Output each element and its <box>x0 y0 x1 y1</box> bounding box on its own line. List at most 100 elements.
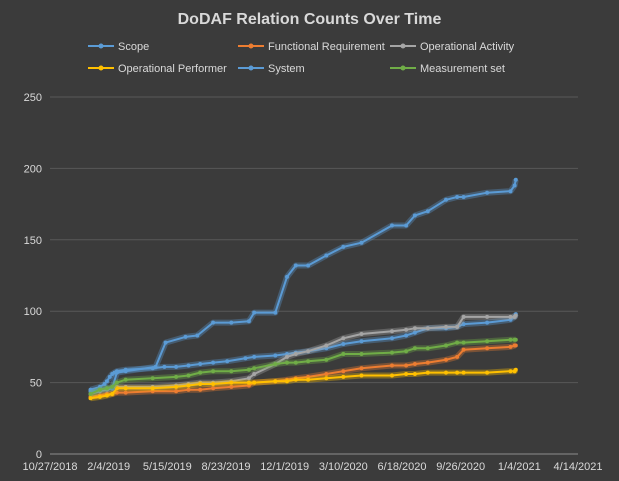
data-point <box>455 195 460 199</box>
data-point <box>252 372 257 376</box>
gridlines <box>50 96 578 384</box>
data-point <box>461 347 466 352</box>
data-point <box>198 370 203 375</box>
data-point <box>88 392 93 396</box>
data-point <box>285 354 289 359</box>
data-point <box>341 369 346 374</box>
x-axis-tick-labels: 10/27/2018 2/4/2019 5/15/2019 8/23/2019 12/1… <box>22 461 602 473</box>
data-point <box>97 394 102 399</box>
legend-label: Functional Requirement <box>268 41 385 53</box>
data-point <box>390 363 394 368</box>
data-point <box>225 359 230 364</box>
data-point <box>390 336 394 341</box>
data-point <box>359 332 364 336</box>
data-point <box>162 364 167 369</box>
data-point <box>123 386 128 391</box>
data-point <box>390 329 394 334</box>
data-point <box>359 352 364 356</box>
data-point <box>485 314 490 319</box>
data-point <box>461 340 466 345</box>
x-tick-label: 9/26/2020 <box>436 461 485 473</box>
legend-label: Measurement set <box>420 63 505 75</box>
data-point <box>485 370 490 375</box>
data-point <box>513 337 518 342</box>
data-point <box>306 359 311 364</box>
data-point <box>412 362 417 366</box>
data-point <box>412 330 417 335</box>
data-point <box>461 314 466 319</box>
series-functional-requirement <box>88 342 518 400</box>
data-point <box>110 392 115 396</box>
legend-label: Operational Activity <box>420 41 515 53</box>
data-point <box>341 244 346 249</box>
data-point <box>444 197 448 202</box>
data-point <box>183 334 188 339</box>
data-point <box>404 223 409 228</box>
data-point <box>107 374 112 379</box>
data-point <box>252 380 257 385</box>
series-layer <box>88 177 519 402</box>
data-point <box>229 384 234 389</box>
data-point <box>513 343 518 348</box>
data-point <box>412 326 417 331</box>
data-point <box>123 390 128 395</box>
data-point <box>508 189 513 194</box>
data-point <box>324 372 329 376</box>
data-point <box>243 356 248 361</box>
data-point <box>110 384 115 389</box>
data-point <box>123 377 128 382</box>
data-point <box>285 352 289 356</box>
data-point <box>97 387 102 392</box>
x-tick-label: 10/27/2018 <box>22 461 77 473</box>
legend-marker <box>400 43 406 49</box>
series-operational-performer <box>88 367 519 402</box>
data-point <box>359 373 364 378</box>
data-point <box>513 313 518 318</box>
x-tick-label: 8/23/2019 <box>202 461 251 473</box>
data-point <box>425 209 430 214</box>
data-point <box>359 366 364 371</box>
x-tick-label: 12/1/2019 <box>260 461 309 473</box>
data-point <box>123 369 128 374</box>
series-scope <box>88 312 519 393</box>
data-point <box>508 369 513 374</box>
legend-label: Scope <box>118 41 149 53</box>
y-tick-label: 250 <box>24 92 42 104</box>
data-point <box>512 183 517 188</box>
data-point <box>114 390 119 395</box>
data-point <box>153 364 158 369</box>
data-point <box>114 380 119 385</box>
data-point <box>104 386 109 391</box>
data-point <box>246 376 251 381</box>
data-point <box>293 377 298 382</box>
data-point <box>306 374 311 379</box>
series-operational-activity <box>88 313 519 397</box>
legend-item-functional-requirement: Functional Requirement <box>238 41 385 53</box>
data-point <box>461 322 466 327</box>
data-point <box>485 190 490 195</box>
legend-item-measurement-set: Measurement set <box>390 63 505 75</box>
data-point <box>186 383 191 388</box>
data-point <box>174 389 179 394</box>
series-measurement-set <box>88 336 518 397</box>
data-point <box>390 350 394 355</box>
data-point <box>229 380 234 385</box>
data-point <box>324 346 329 351</box>
data-point <box>186 387 191 392</box>
legend-item-operational-activity: Operational Activity <box>390 41 515 53</box>
data-point <box>404 327 409 332</box>
data-point <box>246 383 251 388</box>
data-point <box>404 363 409 368</box>
legend-marker <box>248 65 254 71</box>
data-point <box>88 389 93 394</box>
y-tick-label: 100 <box>24 306 42 318</box>
x-tick-label: 4/14/2021 <box>554 461 603 473</box>
data-point <box>88 396 93 401</box>
data-point <box>273 353 278 358</box>
data-point <box>508 344 513 349</box>
data-point <box>461 370 466 375</box>
data-point <box>341 342 346 346</box>
data-point <box>174 384 179 389</box>
y-tick-label: 0 <box>36 449 42 461</box>
